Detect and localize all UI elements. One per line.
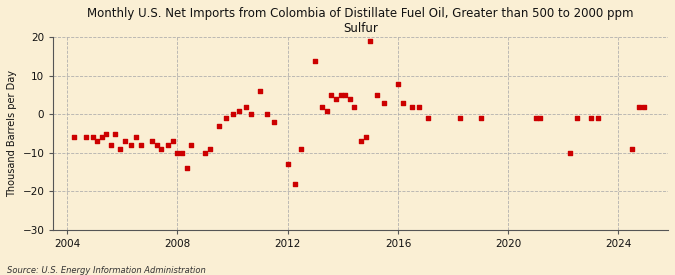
Point bbox=[246, 112, 256, 117]
Point bbox=[69, 135, 80, 140]
Point bbox=[146, 139, 157, 144]
Point bbox=[200, 151, 211, 155]
Point bbox=[321, 108, 332, 113]
Title: Monthly U.S. Net Imports from Colombia of Distillate Fuel Oil, Greater than 500 : Monthly U.S. Net Imports from Colombia o… bbox=[88, 7, 634, 35]
Point bbox=[317, 104, 327, 109]
Point bbox=[115, 147, 126, 151]
Point bbox=[282, 162, 293, 167]
Point bbox=[205, 147, 215, 151]
Point bbox=[344, 97, 355, 101]
Point bbox=[87, 135, 98, 140]
Text: Source: U.S. Energy Information Administration: Source: U.S. Energy Information Administ… bbox=[7, 266, 205, 275]
Point bbox=[340, 93, 350, 97]
Y-axis label: Thousand Barrels per Day: Thousand Barrels per Day bbox=[7, 70, 17, 197]
Point bbox=[186, 143, 196, 147]
Point bbox=[262, 112, 273, 117]
Point bbox=[454, 116, 465, 120]
Point bbox=[289, 182, 300, 186]
Point bbox=[406, 104, 417, 109]
Point bbox=[92, 139, 103, 144]
Point bbox=[167, 139, 178, 144]
Point bbox=[335, 93, 346, 97]
Point bbox=[213, 124, 224, 128]
Point bbox=[565, 151, 576, 155]
Point bbox=[119, 139, 130, 144]
Point bbox=[156, 147, 167, 151]
Point bbox=[227, 112, 238, 117]
Point bbox=[177, 151, 188, 155]
Point bbox=[627, 147, 638, 151]
Point bbox=[105, 143, 116, 147]
Point bbox=[234, 108, 245, 113]
Point bbox=[241, 104, 252, 109]
Point bbox=[163, 143, 173, 147]
Point bbox=[254, 89, 265, 94]
Point bbox=[326, 93, 337, 97]
Point bbox=[310, 58, 321, 63]
Point bbox=[356, 139, 367, 144]
Point bbox=[585, 116, 596, 120]
Point bbox=[535, 116, 546, 120]
Point bbox=[136, 143, 146, 147]
Point bbox=[593, 116, 603, 120]
Point bbox=[101, 131, 112, 136]
Point bbox=[372, 93, 383, 97]
Point bbox=[349, 104, 360, 109]
Point bbox=[360, 135, 371, 140]
Point bbox=[181, 166, 192, 170]
Point bbox=[531, 116, 541, 120]
Point bbox=[220, 116, 231, 120]
Point bbox=[413, 104, 424, 109]
Point bbox=[131, 135, 142, 140]
Point bbox=[172, 151, 183, 155]
Point bbox=[296, 147, 307, 151]
Point bbox=[475, 116, 486, 120]
Point bbox=[97, 135, 107, 140]
Point bbox=[397, 101, 408, 105]
Point bbox=[110, 131, 121, 136]
Point bbox=[423, 116, 433, 120]
Point bbox=[151, 143, 162, 147]
Point bbox=[269, 120, 279, 124]
Point bbox=[365, 39, 376, 43]
Point bbox=[126, 143, 137, 147]
Point bbox=[634, 104, 645, 109]
Point bbox=[639, 104, 649, 109]
Point bbox=[572, 116, 583, 120]
Point bbox=[379, 101, 389, 105]
Point bbox=[393, 81, 404, 86]
Point bbox=[80, 135, 91, 140]
Point bbox=[331, 97, 342, 101]
